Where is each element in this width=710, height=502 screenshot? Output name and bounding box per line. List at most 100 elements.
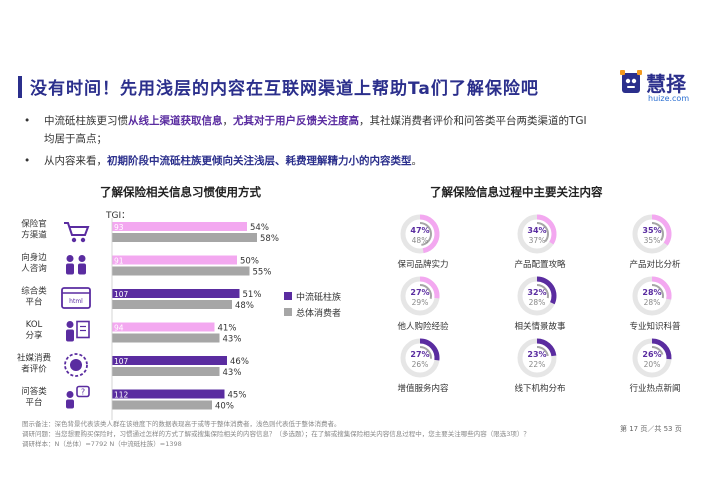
qa-body bbox=[66, 399, 74, 409]
data-label: 54% bbox=[250, 223, 269, 233]
legend-label: 中流砥柱族 bbox=[296, 291, 341, 303]
brain-icon bbox=[64, 353, 88, 377]
total-value: 22% bbox=[529, 360, 546, 369]
ring-label: 行业热点新闻 bbox=[629, 383, 680, 394]
category-label: KOL bbox=[26, 320, 43, 330]
person-body bbox=[66, 263, 74, 275]
ring-label: 专业知识科普 bbox=[629, 321, 681, 332]
bar-group: 社媒消费者评价 46% 107 43% bbox=[17, 353, 249, 379]
ring-core-arc bbox=[536, 214, 557, 245]
ring-label: 他人购险经验 bbox=[397, 321, 449, 332]
core-value: 23% bbox=[527, 350, 546, 359]
qa-icon: ? bbox=[66, 385, 90, 409]
ring-item: 27%29% 他人购险经验 bbox=[397, 276, 449, 332]
html-glyph: html bbox=[69, 298, 83, 305]
ring-core-arc bbox=[419, 214, 440, 254]
brain-core bbox=[70, 359, 82, 371]
legend-swatch bbox=[284, 308, 292, 316]
category-label: 方渠道 bbox=[21, 230, 47, 241]
footnote-remark: 图示备注：深色背景代表该类人群在该维度下的数据表现高于或等于整体消费者，浅色则代… bbox=[22, 420, 341, 428]
total-value: 26% bbox=[412, 360, 429, 369]
ring-item: 47%48% 保司品牌实力 bbox=[397, 214, 449, 270]
qa-glyph: ? bbox=[81, 388, 85, 397]
ring-total-arc bbox=[536, 284, 549, 299]
ring-label: 线下机构分布 bbox=[514, 383, 565, 394]
bullet-2-text-a: 从内容来看， bbox=[44, 155, 107, 167]
core-value: 27% bbox=[410, 288, 429, 297]
bar bbox=[112, 222, 247, 231]
tgi-value: 107 bbox=[114, 357, 129, 366]
speaker-board bbox=[76, 320, 90, 339]
data-label: 51% bbox=[243, 290, 262, 300]
bar bbox=[112, 367, 220, 376]
total-value: 37% bbox=[529, 236, 546, 245]
category-label: 问答类 bbox=[21, 386, 47, 397]
web-icon: html bbox=[61, 287, 91, 309]
qa-head bbox=[66, 391, 74, 398]
data-label: 45% bbox=[228, 391, 247, 401]
bar bbox=[112, 266, 250, 276]
qa-bubble bbox=[76, 385, 90, 398]
content-ring-charts: 47%48%保司品牌实力34%37%产品配置攻略35%35%产品对比分析27%2… bbox=[397, 214, 681, 394]
tgi-value: 91 bbox=[114, 257, 124, 266]
ring-total-arc bbox=[419, 284, 432, 299]
tgi-value: 94 bbox=[114, 324, 124, 333]
category-label: 平台 bbox=[25, 297, 42, 308]
bullet-1-highlight-a: 从线上渠道获取信息 bbox=[128, 115, 223, 127]
ring-core-arc bbox=[651, 338, 672, 360]
category-label: 分享 bbox=[25, 330, 43, 341]
category-label: 人咨询 bbox=[21, 263, 47, 274]
speaker-head bbox=[66, 321, 74, 328]
category-label: 综合类 bbox=[21, 286, 47, 297]
logo-url: huize.com bbox=[648, 94, 690, 103]
ring-item: 32%28% 相关情景故事 bbox=[514, 276, 566, 332]
bullet-2-highlight: 初期阶段中流砥柱族更倾向关注浅层、耗费理解精力小的内容类型 bbox=[107, 155, 412, 167]
bullet-1: • 中流砥柱族更习惯从线上渠道获取信息，尤其对于用户反馈关注度高，其社媒消费者评… bbox=[24, 112, 664, 148]
ring-label: 增值服务内容 bbox=[397, 383, 449, 394]
ring-item: 35%35% 产品对比分析 bbox=[629, 214, 681, 270]
ring-total-arc bbox=[419, 222, 432, 246]
bar bbox=[112, 300, 232, 309]
core-value: 32% bbox=[527, 288, 546, 297]
data-label: 40% bbox=[215, 402, 234, 412]
category-label: 保险官 bbox=[21, 219, 47, 230]
category-label: 向身边 bbox=[21, 252, 47, 263]
gear-ring bbox=[64, 353, 88, 377]
browser-frame bbox=[61, 287, 91, 309]
bullet-1-text-b: ， bbox=[222, 115, 234, 127]
logo-mark-icon bbox=[620, 70, 642, 93]
core-value: 47% bbox=[410, 226, 429, 235]
cart-icon bbox=[64, 222, 90, 243]
ring-total-arc bbox=[419, 346, 432, 359]
category-label: 平台 bbox=[25, 397, 42, 408]
ring-item: 34%37% 产品配置攻略 bbox=[514, 214, 566, 270]
data-label: 50% bbox=[240, 257, 259, 267]
person-head bbox=[78, 255, 86, 262]
ring-core-arc bbox=[419, 276, 440, 299]
person-head bbox=[66, 255, 74, 262]
logo: 慧择 huize.com bbox=[620, 68, 700, 108]
tgi-label: TGI： bbox=[106, 211, 131, 221]
bullet-1-highlight-b: 尤其对于用户反馈关注度高 bbox=[233, 115, 359, 127]
total-value: 29% bbox=[412, 298, 429, 307]
data-label: 55% bbox=[253, 268, 272, 278]
ring-total-arc bbox=[651, 346, 664, 355]
data-label: 41% bbox=[218, 324, 237, 334]
bullet-2-text-b: 。 bbox=[411, 155, 423, 167]
bar bbox=[112, 233, 257, 242]
core-value: 34% bbox=[527, 226, 546, 235]
tgi-value: 112 bbox=[114, 391, 129, 400]
bar bbox=[112, 333, 220, 343]
data-label: 58% bbox=[260, 234, 279, 244]
logo-text: 慧择 bbox=[646, 72, 686, 96]
ring-item: 27%26% 增值服务内容 bbox=[397, 338, 449, 394]
ring-core-arc bbox=[536, 276, 557, 305]
bullet-1-text-a: 中流砥柱族更习惯 bbox=[44, 115, 128, 127]
page-number: 第 17 页／共 53 页 bbox=[620, 425, 682, 433]
ring-core-arc bbox=[651, 276, 672, 300]
core-value: 28% bbox=[642, 288, 661, 297]
ring-core-arc bbox=[419, 338, 440, 361]
